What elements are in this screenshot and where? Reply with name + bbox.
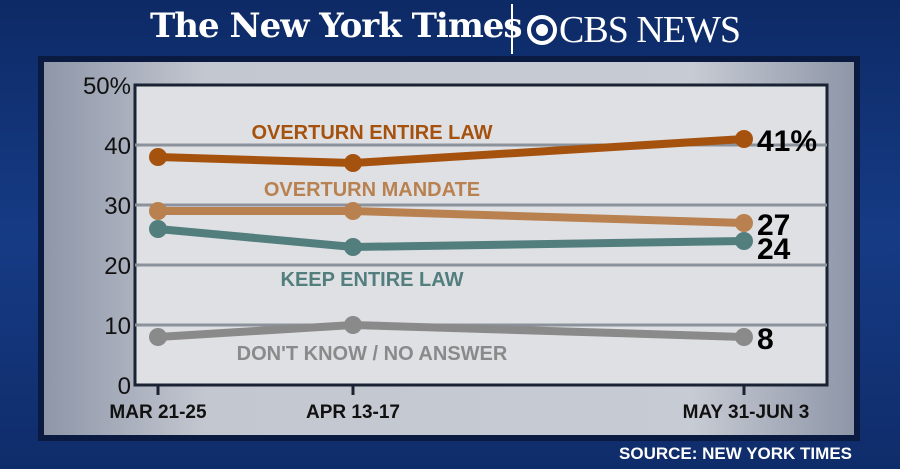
y-tick-label: 20 [104, 253, 131, 280]
nyt-logo: The New York Times [150, 6, 523, 46]
x-tick-label: APR 13-17 [306, 402, 400, 423]
end-value-label: 8 [757, 323, 774, 356]
series-label: OVERTURN ENTIRE LAW [251, 122, 492, 144]
header: The New York Times CBS NEWS [0, 0, 900, 58]
data-point [344, 154, 362, 172]
data-point [344, 238, 362, 256]
data-point [149, 328, 167, 346]
data-point [149, 220, 167, 238]
y-tick-label: 50% [83, 73, 131, 100]
series-label: OVERTURN MANDATE [264, 179, 480, 201]
x-tick-label: MAR 21-25 [109, 402, 207, 423]
end-value-label: 24 [757, 233, 791, 266]
data-point [735, 328, 753, 346]
data-point [735, 130, 753, 148]
data-point [344, 316, 362, 334]
end-value-label: 41% [757, 125, 817, 158]
cbs-logo: CBS NEWS [527, 8, 741, 52]
data-point [735, 232, 753, 250]
source-note: SOURCE: NEW YORK TIMES [619, 444, 852, 463]
data-point [149, 202, 167, 220]
data-point [735, 214, 753, 232]
y-tick-label: 10 [104, 313, 131, 340]
cbs-logo-text: CBS NEWS [559, 9, 741, 51]
x-tick-label: MAY 31-JUN 3 [683, 402, 810, 423]
y-tick-label: 30 [104, 193, 131, 220]
end-value-label: 27 [757, 209, 790, 242]
series-label: KEEP ENTIRE LAW [281, 269, 464, 291]
data-point [344, 202, 362, 220]
y-tick-label: 0 [118, 373, 131, 400]
data-point [149, 148, 167, 166]
series-label: DON'T KNOW / NO ANSWER [237, 343, 508, 365]
cbs-eye-icon [527, 15, 557, 45]
logo-divider [511, 4, 513, 54]
y-tick-label: 40 [104, 133, 131, 160]
